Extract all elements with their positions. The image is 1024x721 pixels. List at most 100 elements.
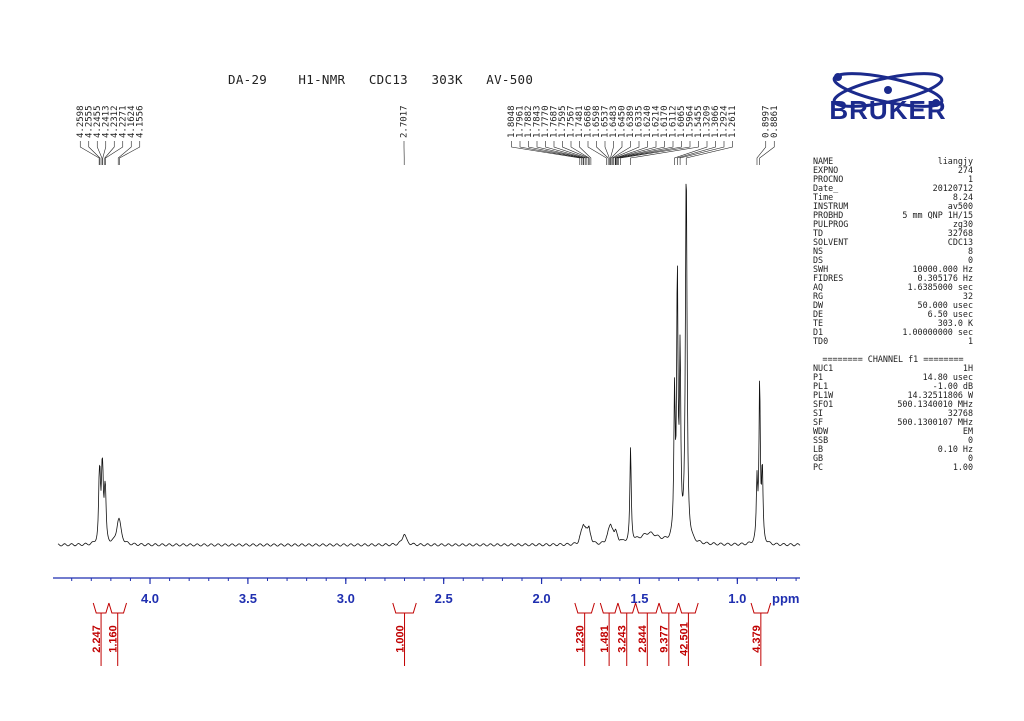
peak-leader-line — [630, 141, 699, 165]
param-key: RG — [813, 291, 824, 301]
param-row: SI 32768 — [813, 409, 973, 418]
param-value: 0 — [967, 453, 973, 463]
integral-value: 4.379 — [751, 625, 763, 653]
peak-label: 1.5964 — [686, 105, 696, 138]
peak-leader-line — [79, 141, 100, 165]
param-row: SFO1 500.1340010 MHz — [813, 400, 973, 409]
peak-label: 0.8997 — [761, 105, 771, 138]
integral-value: 9.377 — [659, 625, 671, 653]
integral-bracket — [599, 602, 619, 614]
peak-label: 4.2555 — [84, 105, 94, 138]
peak-leader-line — [96, 141, 103, 165]
peak-label: 1.3209 — [703, 105, 713, 138]
param-row: DW 50.000 usec — [813, 301, 973, 310]
integral-bracket — [750, 602, 772, 614]
peak-label: 4.2455 — [93, 105, 103, 138]
param-key: PROBHD — [813, 210, 844, 220]
param-row: DS 0 — [813, 256, 973, 265]
param-row: PROBHD 5 mm QNP 1H/15 — [813, 211, 973, 220]
param-row: PL1W 14.32511806 W — [813, 391, 973, 400]
peak-label: 0.8861 — [770, 105, 780, 138]
integral-value: 3.243 — [617, 625, 629, 653]
peak-leader-line — [553, 141, 588, 165]
integral-bracket — [617, 602, 637, 614]
param-key: SOLVENT — [813, 237, 849, 247]
spectrum-trace — [57, 183, 801, 547]
param-value: 0 — [967, 435, 973, 445]
param-row: AQ 1.6385000 sec — [813, 283, 973, 292]
peak-leader-line — [610, 141, 614, 165]
peak-label: 1.6240 — [643, 105, 653, 138]
param-value: 32 — [962, 291, 973, 301]
peak-label: 1.7882 — [524, 105, 534, 138]
param-row: SWH 10000.000 Hz — [813, 265, 973, 274]
param-key: Date_ — [813, 183, 839, 193]
peak-leader-line — [119, 141, 141, 165]
peak-label: 1.7687 — [550, 105, 560, 138]
param-row: EXPNO 274 — [813, 166, 973, 175]
param-value: 1H — [962, 363, 973, 373]
param-row: PL1 -1.00 dB — [813, 382, 973, 391]
integral-bracket — [92, 602, 110, 614]
param-row: D1 1.00000000 sec — [813, 328, 973, 337]
param-value: 14.32511806 W — [907, 390, 973, 400]
peak-leader-line — [570, 141, 590, 165]
param-value: 1 — [967, 174, 973, 184]
peak-leader-line — [620, 141, 691, 165]
peak-label: 1.7481 — [575, 105, 585, 138]
peak-leader-line — [519, 141, 582, 165]
tick-label: 4.0 — [141, 591, 159, 606]
param-key: TD — [813, 228, 824, 238]
param-row: P1 14.80 usec — [813, 373, 973, 382]
param-value: 10000.000 Hz — [912, 264, 973, 274]
peak-leader-line — [611, 141, 631, 165]
channel-header: ======== CHANNEL f1 ======== — [822, 354, 964, 364]
param-value: 32768 — [947, 228, 973, 238]
peak-label: 1.2924 — [720, 105, 730, 138]
param-value: 1.00 — [952, 462, 973, 472]
integral-value: 42.501 — [678, 622, 690, 656]
peak-label: 1.6450 — [618, 105, 628, 138]
param-value: 1 — [967, 336, 973, 346]
peak-label: 1.6065 — [677, 105, 687, 138]
param-value: 5 mm QNP 1H/15 — [902, 210, 973, 220]
param-key: DW — [813, 300, 824, 310]
param-row: TE 303.0 K — [813, 319, 973, 328]
param-value: 274 — [957, 165, 973, 175]
param-row: NUC1 1H — [813, 364, 973, 373]
atom-orbit-logo-icon — [832, 72, 944, 108]
param-row: DE 6.50 usec — [813, 310, 973, 319]
peak-label: 1.6483 — [609, 105, 619, 138]
peak-leader-line — [604, 141, 610, 165]
peak-leader-line — [618, 141, 682, 165]
peak-leader-line — [579, 141, 592, 165]
peak-label: 1.8048 — [507, 105, 517, 138]
peak-leader-line — [117, 141, 132, 165]
param-key: DS — [813, 255, 824, 265]
spectrum-trace-group — [57, 183, 801, 547]
param-row: SSB 0 — [813, 436, 973, 445]
param-row: FIDRES 0.305176 Hz — [813, 274, 973, 283]
param-value: 8.24 — [952, 192, 973, 202]
param-key: FIDRES — [813, 273, 844, 283]
peak-leader-line — [616, 141, 665, 165]
peak-leader-line — [759, 141, 775, 165]
param-row: NAME liangjy — [813, 157, 973, 166]
param-key: TD0 — [813, 336, 829, 346]
peak-label: 1.3066 — [711, 105, 721, 138]
peak-leader-line — [617, 141, 674, 165]
logo-text: BRUKER — [829, 95, 946, 125]
param-value: 8 — [967, 246, 973, 256]
peak-label: 4.2598 — [76, 105, 86, 138]
peak-leader-line — [545, 141, 586, 165]
param-value: 500.1340010 MHz — [897, 399, 973, 409]
peak-label: 2.7017 — [400, 105, 410, 138]
peak-leader-line — [677, 141, 716, 165]
param-value: zg30 — [952, 219, 973, 229]
tick-label: 1.5 — [630, 591, 648, 606]
integral-value: 2.844 — [637, 624, 649, 652]
integral-bracket — [108, 602, 128, 614]
param-key: SWH — [813, 264, 829, 274]
param-key: NS — [813, 246, 824, 256]
